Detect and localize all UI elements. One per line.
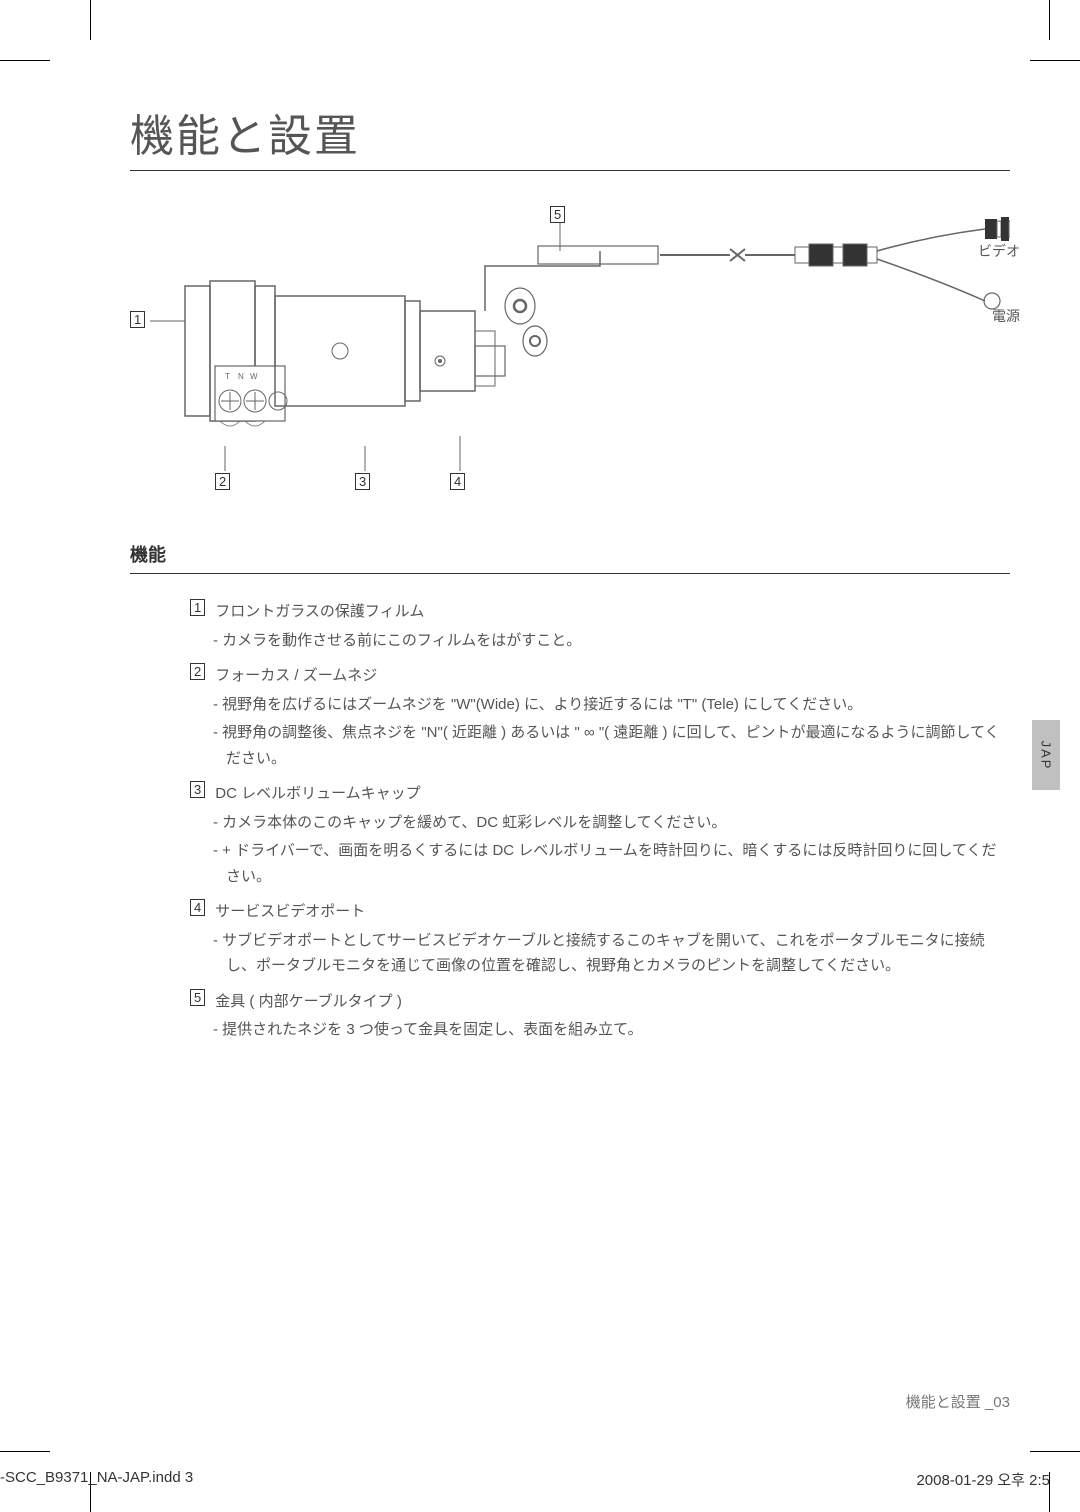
feature-sub: - 視野角の調整後、焦点ネジを "N"( 近距離 ) あるいは " ∞ "( 遠… — [190, 720, 1010, 771]
feature-sub: - 視野角を広げるにはズームネジを "W"(Wide) に、より接近するには "… — [190, 692, 1010, 718]
feature-sub: - カメラ本体のこのキャップを緩めて、DC 虹彩レベルを調整してください。 — [190, 810, 1010, 836]
feature-label-text: DC レベルボリュームキャップ — [215, 781, 420, 807]
callout-1: 1 — [130, 311, 145, 328]
feature-sub: - + ドライバーで、画面を明るくするには DC レベルボリュームを時計回りに、… — [190, 838, 1010, 889]
crop-mark — [1030, 1451, 1080, 1452]
feature-label-text: 金具 ( 内部ケーブルタイプ ) — [215, 989, 402, 1015]
language-tab-label: JAP — [1039, 740, 1054, 770]
feature-num: 3 — [190, 781, 205, 798]
callout-2: 2 — [215, 473, 230, 490]
feature-label-text: フォーカス / ズームネジ — [215, 663, 377, 689]
callout-4: 4 — [450, 473, 465, 490]
feature-sub: - 提供されたネジを 3 つ使って金具を固定し、表面を組み立て。 — [190, 1017, 1010, 1043]
feature-list: 1 フロントガラスの保護フィルム - カメラを動作させる前にこのフィルムをはがす… — [130, 599, 1010, 1043]
feature-num: 4 — [190, 899, 205, 916]
feature-label-text: フロントガラスの保護フィルム — [215, 599, 424, 625]
feature-sub: - カメラを動作させる前にこのフィルムをはがすこと。 — [190, 628, 1010, 654]
callout-5: 5 — [550, 206, 565, 223]
feature-item: 1 フロントガラスの保護フィルム - カメラを動作させる前にこのフィルムをはがす… — [190, 599, 1010, 653]
feature-label-text: サービスビデオポート — [215, 899, 365, 925]
crop-mark — [1049, 0, 1050, 40]
label-video: ビデオ — [978, 241, 1020, 261]
camera-diagram-svg: T N W — [130, 191, 1010, 511]
feature-num: 5 — [190, 989, 205, 1006]
page-footer: 機能と設置 _03 — [906, 1391, 1010, 1412]
crop-mark — [0, 60, 50, 61]
print-footer: -SCC_B9371_NA-JAP.indd 3 2008-01-29 오후 2… — [0, 1469, 1050, 1490]
label-power: 電源 — [992, 306, 1020, 326]
page-content: 機能と設置 T N W — [130, 100, 1010, 1412]
print-footer-right: 2008-01-29 오후 2:5 — [916, 1469, 1050, 1490]
callout-3: 3 — [355, 473, 370, 490]
feature-num: 2 — [190, 663, 205, 680]
section-heading: 機能 — [130, 541, 1010, 574]
camera-diagram: T N W — [130, 191, 1010, 511]
crop-mark — [1030, 60, 1080, 61]
crop-mark — [0, 1451, 50, 1452]
feature-sub: - サブビデオポートとしてサービスビデオケーブルと接続するこのキャブを開いて、こ… — [190, 928, 1010, 979]
feature-item: 2 フォーカス / ズームネジ - 視野角を広げるにはズームネジを "W"(Wi… — [190, 663, 1010, 771]
svg-text:W: W — [250, 372, 258, 381]
feature-item: 5 金具 ( 内部ケーブルタイプ ) - 提供されたネジを 3 つ使って金具を固… — [190, 989, 1010, 1043]
print-footer-left: -SCC_B9371_NA-JAP.indd 3 — [0, 1469, 193, 1490]
page-title: 機能と設置 — [130, 100, 1010, 171]
feature-item: 4 サービスビデオポート - サブビデオポートとしてサービスビデオケーブルと接続… — [190, 899, 1010, 979]
feature-num: 1 — [190, 599, 205, 616]
svg-text:N: N — [238, 372, 244, 381]
crop-mark — [90, 0, 91, 40]
language-tab: JAP — [1032, 720, 1060, 790]
svg-text:T: T — [225, 372, 230, 381]
feature-item: 3 DC レベルボリュームキャップ - カメラ本体のこのキャップを緩めて、DC … — [190, 781, 1010, 889]
